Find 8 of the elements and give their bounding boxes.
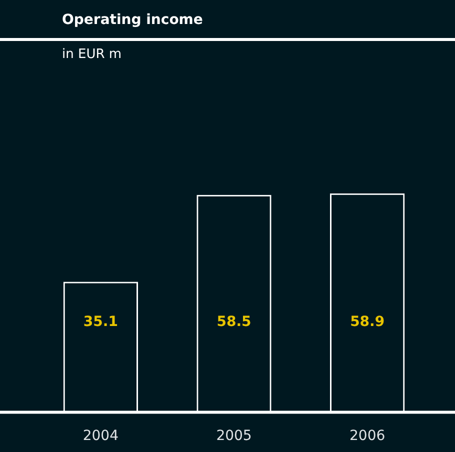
x-tick-label: 2006 (350, 428, 386, 444)
x-tick-label: 2005 (216, 428, 252, 444)
data-label: 35.1 (83, 314, 118, 330)
chart-subtitle: in EUR m (62, 47, 122, 62)
x-tick-label: 2004 (82, 428, 119, 444)
data-label: 58.5 (216, 314, 252, 330)
data-label: 58.9 (350, 314, 385, 330)
chart-title: Operating income (62, 12, 203, 28)
